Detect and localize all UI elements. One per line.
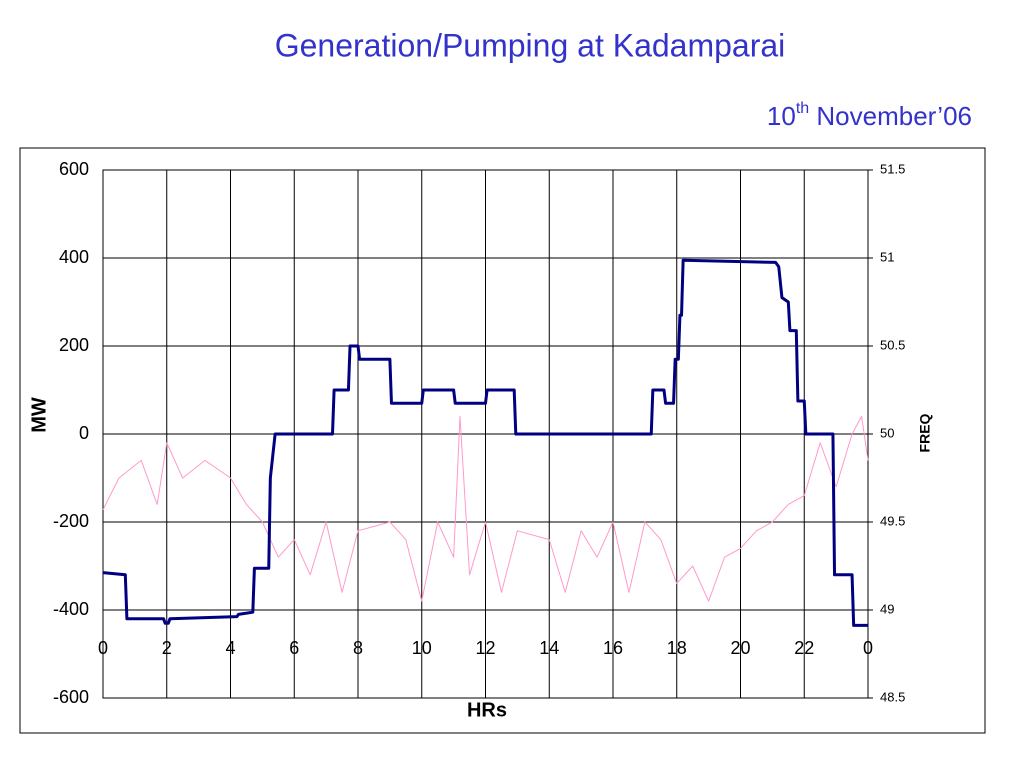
subtitle-sup: th (796, 100, 809, 117)
y2-tick-label: 51 (880, 249, 894, 264)
y2-tick-label: 51.5 (880, 161, 905, 176)
y-tick-label: -600 (53, 687, 89, 707)
chart-subtitle: 10th November’06 (767, 100, 972, 131)
chart-title: Generation/Pumping at Kadamparai (275, 27, 786, 63)
y2-tick-label: 50 (880, 425, 894, 440)
series-line (102, 258, 868, 627)
y2-axis-label: FREQ (917, 413, 933, 452)
series-line (102, 415, 869, 602)
y2-tick-label: 50.5 (880, 337, 905, 352)
y-tick-label: 0 (79, 423, 89, 443)
y-tick-label: -200 (53, 511, 89, 531)
y-tick-label: 200 (59, 335, 89, 355)
y-tick-label: -400 (53, 599, 89, 619)
chart-frame (19, 147, 986, 734)
y-tick-label: 600 (59, 159, 89, 179)
subtitle-part: 10 (767, 101, 796, 131)
x-axis-label: HRs (467, 699, 507, 721)
y2-tick-label: 49 (880, 601, 894, 616)
y-tick-label: 400 (59, 247, 89, 267)
y2-tick-label: 49.5 (880, 513, 905, 528)
y2-tick-label: 48.5 (880, 689, 905, 704)
subtitle-part: November’06 (809, 101, 972, 131)
y-axis-label: MW (28, 397, 50, 433)
